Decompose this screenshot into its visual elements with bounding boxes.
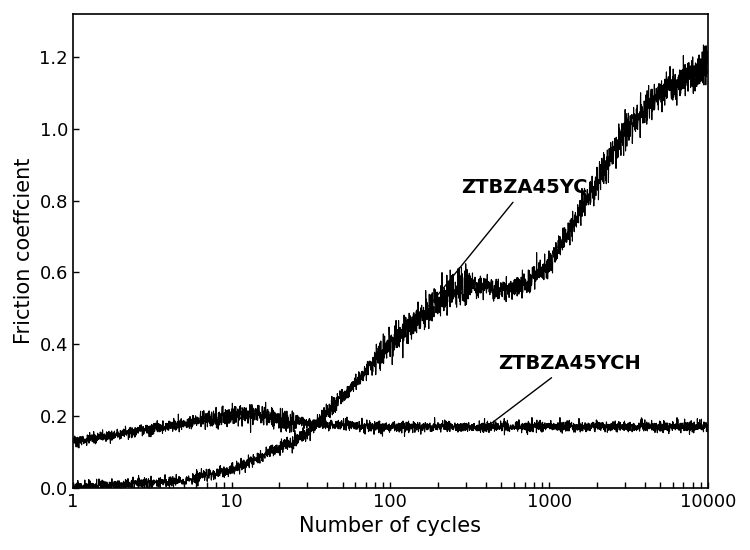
Text: ZTBZA45YCH: ZTBZA45YCH <box>491 354 641 423</box>
Y-axis label: Friction coeffcient: Friction coeffcient <box>14 158 34 344</box>
X-axis label: Number of cycles: Number of cycles <box>299 516 482 536</box>
Text: ZTBZA45YC: ZTBZA45YC <box>429 178 588 306</box>
